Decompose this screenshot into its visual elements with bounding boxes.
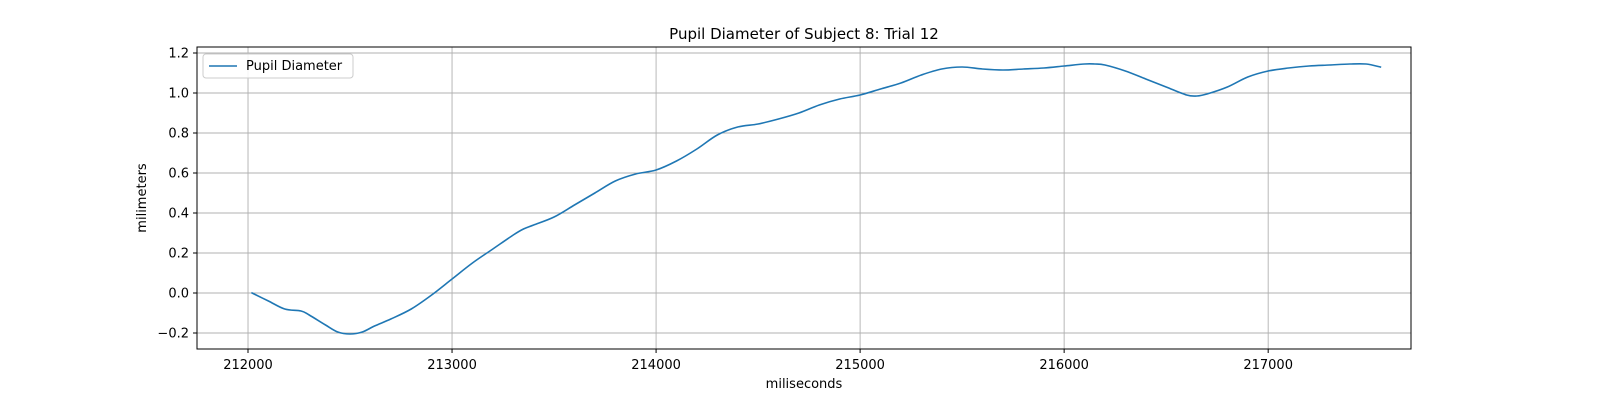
x-axis-label: miliseconds [766, 377, 843, 392]
x-tick-label: 214000 [631, 358, 681, 373]
y-tick-label: 0.8 [168, 127, 189, 142]
y-tick-label: 0.4 [168, 207, 189, 222]
x-tick-label: 213000 [427, 358, 477, 373]
y-tick-label: 1.0 [168, 87, 189, 102]
x-axis-ticks: 212000 213000 214000 215000 216000 217000 [223, 349, 1293, 373]
plot-frame [196, 46, 1412, 350]
x-tick-label: 216000 [1039, 358, 1089, 373]
y-axis-label: milimeters [135, 163, 150, 233]
y-tick-label: −0.2 [157, 327, 189, 342]
y-tick-label: 0.2 [168, 247, 189, 262]
y-tick-label: 0.0 [168, 287, 189, 302]
legend: Pupil Diameter [202, 53, 354, 79]
y-axis-ticks: −0.2 0.0 0.2 0.4 0.6 0.8 1.0 1.2 [157, 47, 197, 342]
x-tick-label: 212000 [223, 358, 273, 373]
x-tick-label: 217000 [1243, 358, 1293, 373]
legend-label: Pupil Diameter [246, 59, 343, 74]
series-line-pupil-diameter [251, 62, 1382, 335]
chart-title: Pupil Diameter of Subject 8: Trial 12 [669, 25, 939, 43]
legend-box [202, 53, 354, 79]
y-tick-label: 0.6 [168, 167, 189, 182]
x-tick-label: 215000 [835, 358, 885, 373]
grid [197, 47, 1411, 349]
series-layer [251, 62, 1382, 335]
y-tick-label: 1.2 [168, 47, 189, 62]
